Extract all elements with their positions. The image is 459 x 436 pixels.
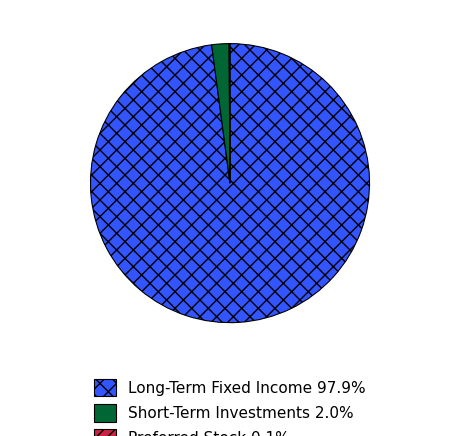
Wedge shape bbox=[90, 44, 369, 323]
Wedge shape bbox=[229, 44, 230, 183]
Wedge shape bbox=[211, 44, 230, 183]
Legend: Long-Term Fixed Income 97.9%, Short-Term Investments 2.0%, Preferred Stock 0.1%: Long-Term Fixed Income 97.9%, Short-Term… bbox=[87, 371, 372, 436]
